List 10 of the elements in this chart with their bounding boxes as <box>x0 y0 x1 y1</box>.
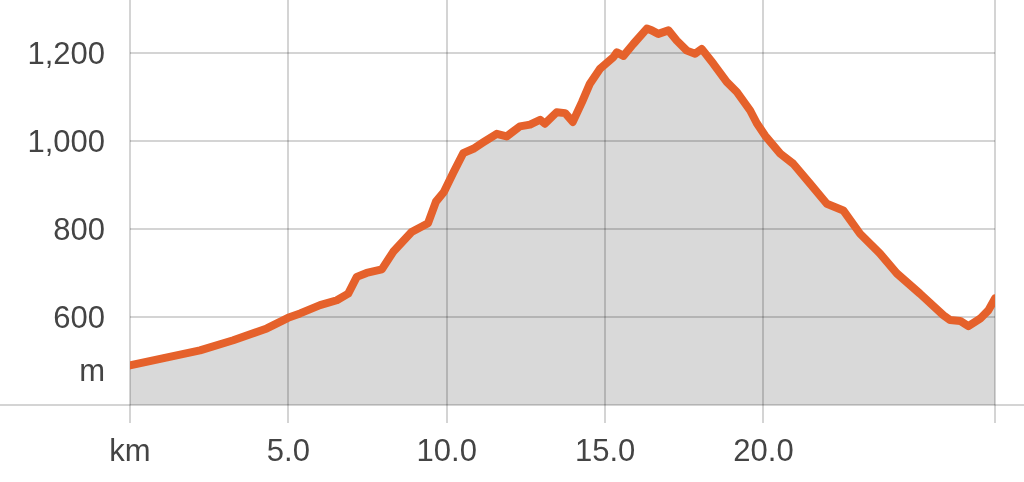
x-tick-label: 15.0 <box>574 433 636 468</box>
y-axis-title: m <box>79 353 105 388</box>
y-tick-label: 1,000 <box>27 123 105 159</box>
y-tick-label: 800 <box>53 211 105 247</box>
y-tick-label: 1,200 <box>27 35 105 71</box>
x-tick-label: 20.0 <box>733 433 794 468</box>
y-tick-label: 600 <box>53 299 105 335</box>
x-tick-label: km <box>109 433 151 468</box>
x-tick-label: 5.0 <box>266 433 310 468</box>
x-tick-label: 10.0 <box>416 433 477 468</box>
